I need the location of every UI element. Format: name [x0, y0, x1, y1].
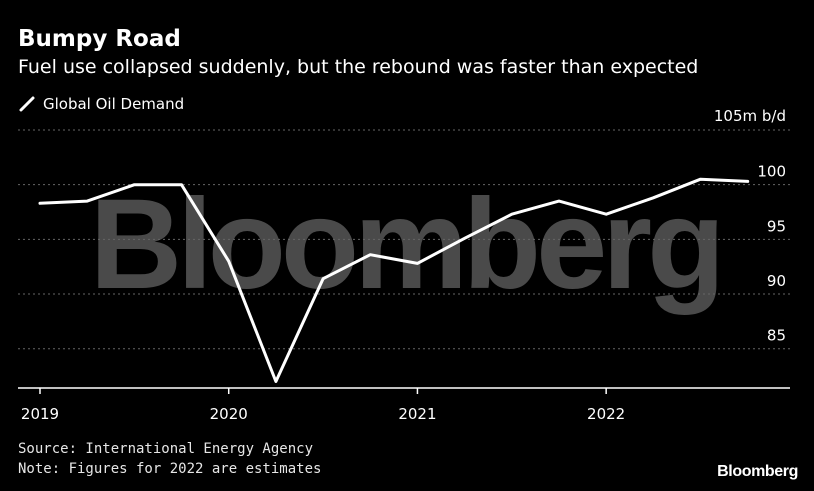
bloomberg-logo: Bloomberg — [717, 463, 798, 480]
chart-title: Bumpy Road — [18, 26, 181, 52]
legend-line-icon — [19, 96, 35, 112]
chart-subtitle: Fuel use collapsed suddenly, but the reb… — [18, 56, 699, 78]
y-unit-label: 105m b/d — [714, 107, 786, 125]
series-line-global-oil-demand — [38, 177, 750, 383]
y-tick-label: 95 — [767, 217, 786, 235]
x-tick-label: 2022 — [587, 405, 625, 423]
y-tick-label: 100 — [757, 163, 786, 181]
watermark-text: Bloomberg — [90, 173, 721, 316]
x-tick-label: 2020 — [210, 405, 248, 423]
source-note: Source: International Energy Agency — [18, 441, 314, 457]
x-tick-label: 2021 — [398, 405, 436, 423]
legend: Global Oil Demand — [18, 95, 184, 113]
y-tick-label: 85 — [767, 327, 786, 345]
y-tick-label: 90 — [767, 272, 786, 290]
estimate-note: Note: Figures for 2022 are estimates — [18, 461, 322, 477]
x-tick-label: 2019 — [21, 405, 59, 423]
legend-label: Global Oil Demand — [43, 95, 185, 113]
